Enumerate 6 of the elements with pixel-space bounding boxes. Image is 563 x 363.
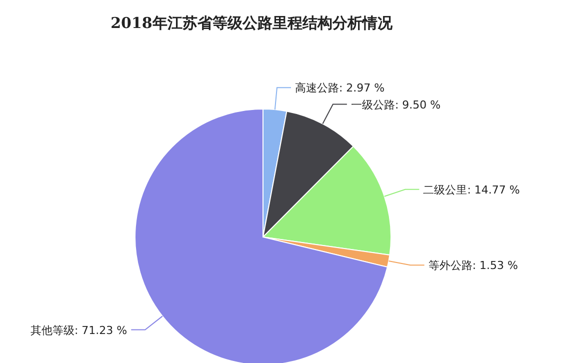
slice-label: 等外公路: 1.53 % — [428, 259, 518, 272]
slice-label: 二级公里: 14.77 % — [423, 183, 520, 196]
slice-label: 其他等级: 71.23 % — [30, 324, 128, 337]
slice-label: 一级公路: 9.50 % — [350, 98, 441, 112]
slice-label: 高速公路: 2.97 % — [294, 82, 385, 95]
chart-title: 2018年江苏省等级公路里程结构分析情况 — [110, 14, 394, 32]
